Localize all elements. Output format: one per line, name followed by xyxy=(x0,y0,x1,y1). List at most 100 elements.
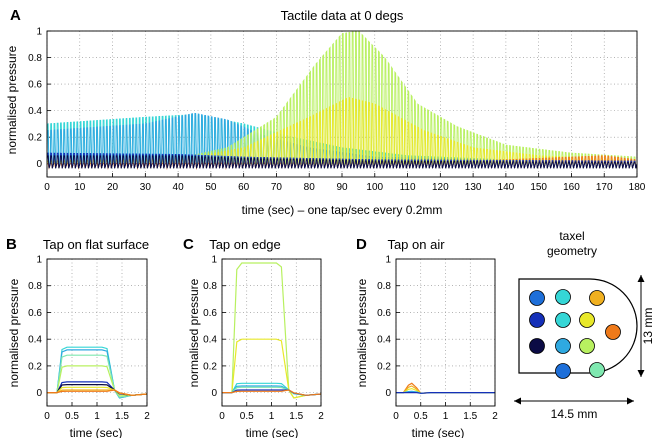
panel-b-series-3 xyxy=(47,365,147,397)
panel-a-xtick-label: 40 xyxy=(173,182,185,193)
taxel-1 xyxy=(555,289,571,305)
panel-c-series-1 xyxy=(222,338,321,399)
panel-c-plot: 0 0.5 1 1.5 2 0 0.2 0.4 0.6 0.8 1 xyxy=(203,255,324,423)
panel-b-series-2 xyxy=(47,354,147,398)
panel-b-ylabel: normalised pressure xyxy=(7,278,21,387)
panel-c-ylabel: normalised pressure xyxy=(187,278,201,387)
panel-c-ytick-label: 0.2 xyxy=(203,361,217,372)
taxel-11 xyxy=(589,362,605,378)
panel-b-series-group xyxy=(47,346,147,399)
height-arrow-bottom xyxy=(637,370,645,377)
taxel-geometry: taxel geometry 14.5 mm 13 mm xyxy=(514,229,655,421)
panel-a-xtick-label: 10 xyxy=(74,182,86,193)
taxel-6 xyxy=(605,324,621,340)
panel-d: D Tap on air 0 0.5 1 1.5 2 0 0.2 0.4 0.6 0.8 1 tim… xyxy=(355,236,498,438)
panel-a-xtick-label: 150 xyxy=(530,182,547,193)
taxel-7 xyxy=(529,338,545,354)
panel-b-ytick-label: 0 xyxy=(36,388,42,399)
panel-c-series-6 xyxy=(222,389,321,396)
panel-a-series-group xyxy=(47,31,637,170)
panel-c-title: Tap on edge xyxy=(209,237,281,252)
panel-b-axes-box xyxy=(46,258,148,407)
panel-c-xtick-label: 2 xyxy=(318,411,324,422)
panel-d-ytick-label: 1 xyxy=(385,255,391,266)
panel-b-xtick-label: 1 xyxy=(94,411,100,422)
panel-c-ytick-label: 1 xyxy=(211,255,217,266)
panel-a-xtick-label: 110 xyxy=(400,182,416,193)
panel-a-xtick-label: 20 xyxy=(107,182,119,193)
panel-a-title: Tactile data at 0 degs xyxy=(281,8,404,23)
panel-a-ytick-label: 1 xyxy=(36,27,42,38)
panel-a-ylabel: normalised pressure xyxy=(5,45,19,154)
height-arrow-top xyxy=(637,275,645,282)
panel-a-ytick-label: 0.4 xyxy=(28,106,42,117)
panel-c-ytick-label: 0.4 xyxy=(203,335,217,346)
panel-c-xtick-label: 0 xyxy=(219,411,225,422)
panel-c-xlabel: time (sec) xyxy=(246,426,299,438)
panel-b-plot: 0 0.5 1 1.5 2 0 0.2 0.4 0.6 0.8 1 xyxy=(28,255,150,423)
panel-a-xtick-label: 80 xyxy=(304,182,316,193)
panel-a-xtick-label: 140 xyxy=(498,182,515,193)
panel-d-ytick-label: 0.6 xyxy=(377,308,391,319)
panel-b-title: Tap on flat surface xyxy=(43,237,149,252)
panel-a-xtick-label: 50 xyxy=(205,182,217,193)
panel-a-letter: A xyxy=(10,7,21,24)
panel-c-series-group xyxy=(222,262,321,399)
taxel-9 xyxy=(579,338,595,354)
panel-a-xtick-label: 0 xyxy=(44,182,50,193)
panel-c-xtick-label: 1 xyxy=(269,411,275,422)
panel-d-xlabel: time (sec) xyxy=(412,426,465,438)
panel-a-plot: 0 10 20 30 40 50 60 70 80 90 100 110 120 130 140 150 160… xyxy=(28,27,646,194)
panel-b-ytick-label: 0.6 xyxy=(28,308,42,319)
width-arrow-right xyxy=(627,397,634,405)
panel-d-ytick-label: 0 xyxy=(385,388,391,399)
panel-d-axes-box xyxy=(395,258,496,407)
panel-c-ytick-label: 0.8 xyxy=(203,281,217,292)
taxel-10 xyxy=(555,363,571,379)
panel-b-letter: B xyxy=(6,236,17,253)
taxel-4 xyxy=(555,312,571,328)
panel-d-series-4 xyxy=(396,392,495,394)
width-arrow-left xyxy=(514,397,521,405)
panel-b-ytick-label: 0.4 xyxy=(28,335,42,346)
panel-d-ylabel: normalised pressure xyxy=(355,278,369,387)
taxel-2 xyxy=(589,290,605,306)
panel-c-ytick-label: 0 xyxy=(211,388,217,399)
panel-a-xtick-label: 120 xyxy=(432,182,449,193)
panel-a-xtick-label: 70 xyxy=(271,182,283,193)
panel-b: B Tap on flat surface 0 0.5 1 1.5 2 0 0.2 0.4 0.… xyxy=(6,236,150,438)
panel-d-title: Tap on air xyxy=(387,237,445,252)
panel-a-ytick-label: 0.6 xyxy=(28,80,42,91)
panel-b-ytick-label: 0.8 xyxy=(28,281,42,292)
panel-d-letter: D xyxy=(356,236,367,253)
geometry-title-line2: geometry xyxy=(547,244,597,258)
panel-a-xtick-label: 60 xyxy=(238,182,250,193)
panel-a-xtick-label: 160 xyxy=(563,182,580,193)
panel-d-plot: 0 0.5 1 1.5 2 0 0.2 0.4 0.6 0.8 1 xyxy=(377,255,498,423)
panel-a-xlabel: time (sec) – one tap/sec every 0.2mm xyxy=(242,203,443,217)
height-label: 13 mm xyxy=(641,308,655,345)
panel-a-xtick-label: 90 xyxy=(336,182,348,193)
panel-b-xtick-label: 0.5 xyxy=(65,411,79,422)
panel-d-xtick-label: 0 xyxy=(393,411,399,422)
taxel-0 xyxy=(529,290,545,306)
taxel-8 xyxy=(555,338,571,354)
panel-d-ytick-label: 0.4 xyxy=(377,335,391,346)
taxel-3 xyxy=(529,312,545,328)
panel-b-xtick-label: 1.5 xyxy=(115,411,129,422)
panel-c-ytick-label: 0.6 xyxy=(203,308,217,319)
panel-c-xtick-label: 0.5 xyxy=(240,411,254,422)
taxel-array xyxy=(529,289,621,379)
panel-a: A Tactile data at 0 degs 0 10 20 30 40 50 60 70… xyxy=(5,7,646,217)
panel-d-xtick-label: 1 xyxy=(443,411,449,422)
panel-a-xtick-label: 180 xyxy=(629,182,646,193)
panel-a-ytick-label: 0 xyxy=(36,159,42,170)
width-label: 14.5 mm xyxy=(551,407,598,421)
panel-a-axes-box xyxy=(46,30,638,178)
panel-a-xtick-label: 170 xyxy=(596,182,613,193)
panel-d-ytick-label: 0.8 xyxy=(377,281,391,292)
panel-d-xtick-label: 2 xyxy=(492,411,498,422)
panel-b-xtick-label: 0 xyxy=(44,411,50,422)
panel-b-ytick-label: 1 xyxy=(36,255,42,266)
panel-d-xtick-label: 1.5 xyxy=(463,411,477,422)
